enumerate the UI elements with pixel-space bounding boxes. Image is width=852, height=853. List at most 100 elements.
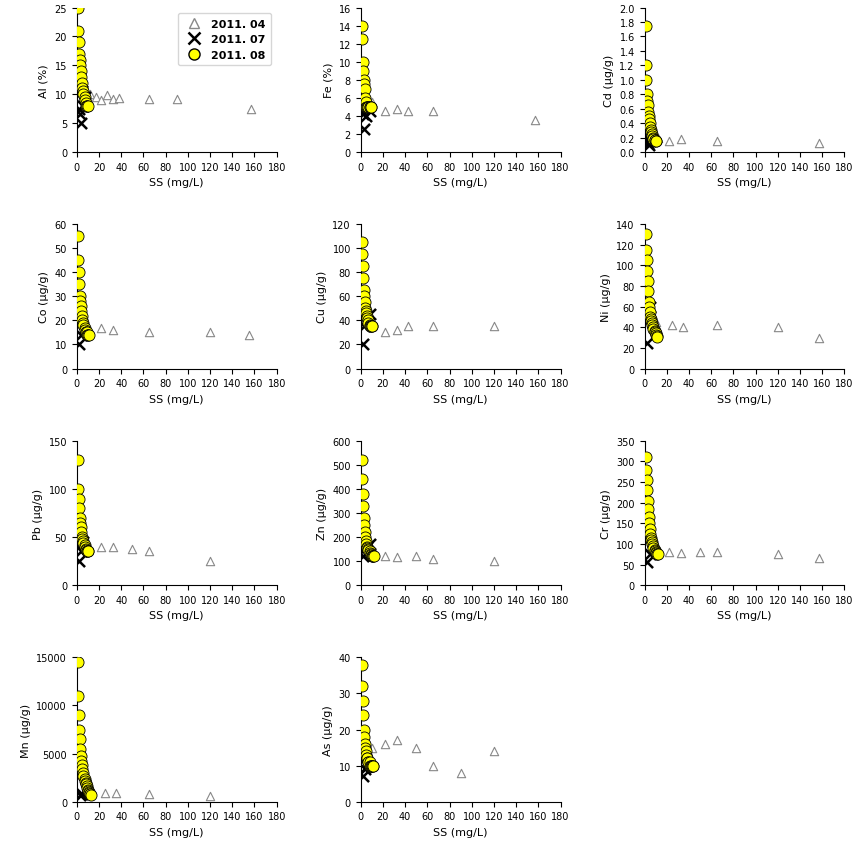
Point: [203, 554, 216, 568]
Point: [365, 550, 378, 564]
Point: [203, 789, 216, 803]
Point: [359, 96, 372, 110]
Y-axis label: Cd (μg/g): Cd (μg/g): [603, 55, 613, 107]
Point: [78, 774, 91, 787]
Legend: 2011. 04, 2011. 07, 2011. 08: 2011. 04, 2011. 07, 2011. 08: [177, 15, 271, 67]
Point: [71, 254, 84, 268]
Point: [361, 101, 375, 114]
Point: [638, 74, 652, 88]
Point: [364, 320, 377, 334]
Point: [81, 326, 95, 339]
Point: [71, 483, 84, 496]
Point: [355, 550, 369, 564]
Point: [639, 264, 653, 278]
Point: [360, 101, 374, 114]
Point: [453, 766, 467, 780]
Point: [71, 454, 84, 467]
Point: [377, 550, 391, 564]
Point: [355, 499, 369, 513]
Point: [646, 323, 659, 337]
Point: [95, 540, 108, 554]
Point: [642, 527, 656, 541]
Point: [76, 532, 89, 546]
Point: [647, 543, 660, 557]
Point: [642, 511, 655, 525]
Point: [642, 139, 655, 153]
Point: [362, 755, 376, 769]
Point: [359, 537, 372, 551]
Point: [639, 254, 653, 268]
Point: [641, 137, 654, 151]
Point: [649, 329, 663, 343]
Point: [362, 319, 376, 333]
Point: [638, 229, 652, 242]
Point: [361, 543, 375, 556]
Point: [357, 78, 371, 92]
Point: [642, 310, 656, 324]
X-axis label: SS (mg/L): SS (mg/L): [149, 178, 204, 188]
Point: [645, 537, 659, 551]
Point: [360, 540, 374, 554]
Point: [73, 511, 87, 525]
Point: [642, 523, 656, 537]
Point: [361, 316, 375, 330]
Point: [359, 534, 372, 548]
Point: [648, 543, 662, 557]
X-axis label: SS (mg/L): SS (mg/L): [433, 394, 487, 404]
Point: [72, 722, 86, 736]
Point: [78, 543, 92, 556]
Point: [365, 548, 378, 561]
Point: [365, 320, 378, 334]
Point: [642, 117, 656, 131]
Point: [365, 320, 378, 334]
Point: [639, 96, 653, 109]
Point: [425, 320, 439, 334]
Point: [80, 100, 94, 113]
Point: [642, 548, 656, 561]
X-axis label: SS (mg/L): SS (mg/L): [717, 178, 771, 188]
Point: [638, 244, 652, 258]
Point: [648, 316, 662, 329]
Point: [81, 783, 95, 797]
Point: [73, 742, 87, 756]
Point: [643, 313, 657, 327]
Point: [693, 546, 706, 560]
Point: [355, 769, 369, 783]
Point: [401, 106, 415, 119]
Y-axis label: Pb (μg/g): Pb (μg/g): [33, 488, 43, 539]
Point: [642, 305, 656, 319]
Point: [642, 120, 656, 134]
Point: [361, 314, 375, 328]
Point: [74, 521, 88, 535]
Point: [81, 786, 95, 799]
Point: [377, 106, 391, 119]
Point: [639, 88, 653, 102]
Point: [142, 93, 156, 107]
Point: [76, 531, 89, 544]
Point: [80, 328, 94, 342]
Point: [642, 300, 655, 314]
Point: [362, 759, 376, 773]
Point: [78, 544, 92, 558]
Point: [360, 101, 374, 114]
Point: [377, 326, 391, 339]
Point: [354, 33, 368, 47]
Point: [72, 37, 86, 50]
Point: [355, 260, 369, 274]
Point: [360, 542, 374, 555]
Point: [71, 689, 84, 703]
Point: [359, 314, 372, 328]
Point: [642, 110, 655, 124]
Point: [362, 545, 376, 559]
Point: [647, 545, 660, 559]
Point: [365, 96, 378, 110]
Y-axis label: Mn (μg/g): Mn (μg/g): [20, 703, 31, 757]
Point: [358, 83, 371, 96]
Point: [80, 780, 94, 793]
Point: [73, 733, 87, 746]
Point: [78, 94, 91, 107]
Point: [365, 320, 378, 334]
Point: [674, 547, 688, 560]
Point: [390, 734, 404, 747]
Point: [811, 137, 825, 151]
